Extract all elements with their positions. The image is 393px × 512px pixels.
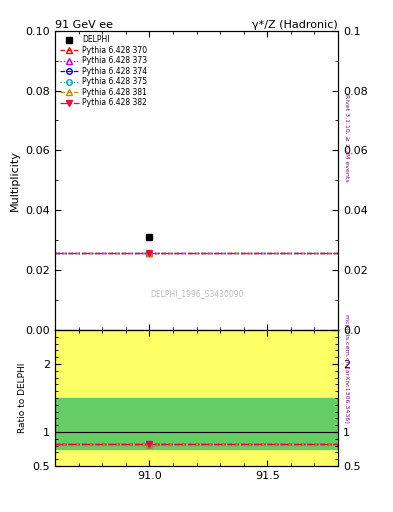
- Text: Rivet 3.1.10, ≥ 2.7M events: Rivet 3.1.10, ≥ 2.7M events: [344, 94, 349, 182]
- Y-axis label: Multiplicity: Multiplicity: [10, 150, 20, 211]
- Text: mcplots.cern.ch [arXiv:1306.3436]: mcplots.cern.ch [arXiv:1306.3436]: [344, 314, 349, 423]
- Y-axis label: Ratio to DELPHI: Ratio to DELPHI: [18, 362, 27, 433]
- Bar: [55, 398, 338, 449]
- Text: 91 GeV ee: 91 GeV ee: [55, 20, 113, 30]
- Bar: [55, 330, 338, 466]
- Text: γ*/Z (Hadronic): γ*/Z (Hadronic): [252, 20, 338, 30]
- Text: DELPHI_1996_S3430090: DELPHI_1996_S3430090: [150, 289, 243, 298]
- Legend: DELPHI, Pythia 6.428 370, Pythia 6.428 373, Pythia 6.428 374, Pythia 6.428 375, : DELPHI, Pythia 6.428 370, Pythia 6.428 3…: [57, 33, 149, 110]
